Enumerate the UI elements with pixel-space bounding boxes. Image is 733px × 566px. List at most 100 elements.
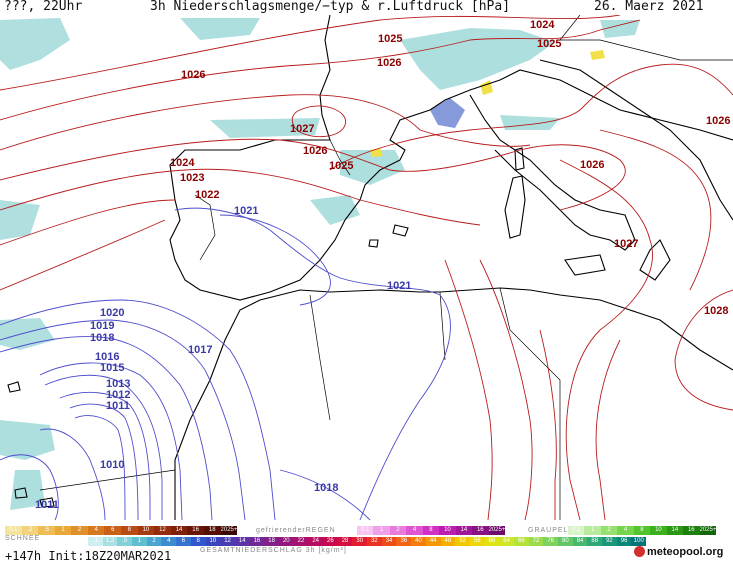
legend-swatch: 6 — [176, 537, 191, 546]
legend-swatch: 1 — [132, 537, 147, 546]
legend-swatch: 2 — [600, 526, 618, 535]
isobar-label: 1025 — [378, 33, 402, 45]
legend-swatch: 6 — [104, 526, 122, 535]
isobar-label: 1026 — [377, 57, 401, 69]
isobar-label: 1015 — [100, 362, 124, 374]
isobars-high — [0, 15, 733, 521]
legend-swatch: 14 — [234, 537, 250, 546]
legend-swatch: .5 — [38, 526, 55, 535]
legend-swatch: 26 — [323, 537, 338, 546]
legend-swatch: 18 — [264, 537, 279, 546]
legend-total-label: GESAMTNIEDERSCHLAG 3h [kg/m²] — [200, 547, 347, 554]
legend-swatch: 48 — [440, 537, 456, 546]
isobar-label: 1025 — [537, 38, 561, 50]
isobar-label: 1024 — [530, 19, 555, 31]
legend-swatch: 100 — [631, 537, 647, 546]
isobar-labels-low: 1021 1021 1020 1019 1018 1017 1016 1015 … — [35, 205, 411, 511]
logo-text: meteopool.org — [647, 546, 724, 558]
isobar-label: 1026 — [580, 159, 604, 171]
legend-swatch: 72 — [528, 537, 544, 546]
legend-swatch: .5 — [117, 537, 133, 546]
legend-swatch: 8 — [121, 526, 138, 535]
legend-swatch: 60 — [484, 537, 500, 546]
legend-swatch: 2 — [389, 526, 407, 535]
isobar-label: 1026 — [181, 69, 205, 81]
isobar-label: 1011 — [35, 499, 59, 511]
legend-swatch: 88 — [587, 537, 603, 546]
legend-swatch: 4 — [161, 537, 177, 546]
isobar-label: 1021 — [387, 280, 411, 292]
map-canvas: 1024 1025 1025 1026 1026 1027 1026 1025 … — [0, 15, 733, 523]
legend-swatch: 84 — [572, 537, 588, 546]
legend-swatch: 0.1 — [357, 526, 374, 535]
legend-swatch: 64 — [499, 537, 514, 546]
isobars-low — [0, 207, 451, 521]
isobar-label: 1026 — [706, 115, 730, 127]
legend-swatch: 2025+ — [699, 526, 716, 535]
legend-swatch: 22 — [293, 537, 309, 546]
legend-swatch: 8 — [633, 526, 651, 535]
legend-swatch: 2 — [146, 537, 162, 546]
run-info: +147h Init:18Z20MAR2021 — [5, 549, 172, 563]
legend-swatch: 34 — [381, 537, 397, 546]
legend-snow-label: SCHNEE — [5, 535, 41, 542]
header-title: 3h Niederschlagsmenge/−typ & r.Luftdruck… — [150, 0, 511, 14]
isobar-labels-high: 1024 1025 1025 1026 1026 1027 1026 1025 … — [170, 19, 730, 317]
legend-swatch: 10 — [439, 526, 456, 535]
legend-swatch: 16 — [683, 526, 700, 535]
legend-swatch: 36 — [396, 537, 412, 546]
legend-swatch: 12 — [220, 537, 235, 546]
legend-swatch: 16 — [187, 526, 204, 535]
isobar-label: 1027 — [290, 123, 314, 135]
isobar-label: 1016 — [95, 351, 119, 363]
legend-swatch: 8 — [422, 526, 440, 535]
legend-footer: SCHNEE 0.1.2.5 1 2 4 6 8 10 12 14 16 18 2025+ gefri… — [0, 523, 733, 566]
legend-swatch: 14 — [455, 526, 473, 535]
meteopool-logo[interactable]: meteopool.org — [634, 546, 723, 558]
isobar-label: 1022 — [195, 189, 219, 201]
legend-swatch: 92 — [602, 537, 617, 546]
legend-swatch: 14 — [666, 526, 684, 535]
legend-swatch: 4 — [87, 526, 105, 535]
isobar-label: 1018 — [314, 482, 338, 494]
legend-swatch: 0.1 — [568, 526, 585, 535]
legend-swatch: 68 — [513, 537, 529, 546]
legend-snow-bar: 0.1.2.5 1 2 4 6 8 10 12 14 16 18 2025+ — [5, 526, 238, 535]
legend-freezing-label: gefrierenderREGEN — [256, 527, 336, 534]
isobar-label: 1011 — [106, 400, 130, 412]
isobar-label: 1019 — [90, 320, 114, 332]
legend-swatch: 14 — [170, 526, 188, 535]
legend-swatch: 4 — [406, 526, 423, 535]
legend-swatch: 80 — [558, 537, 573, 546]
legend-swatch: 2025+ — [488, 526, 505, 535]
isobar-label: 1018 — [90, 332, 114, 344]
isobar-label: 1012 — [106, 389, 130, 401]
legend-swatch: 28 — [337, 537, 353, 546]
legend-graupel-bar: 0.1 1 2 4 8 10 14 16 2025+ — [568, 526, 716, 535]
logo-icon — [634, 546, 645, 557]
legend-swatch: 1.2 — [102, 537, 118, 546]
legend-swatch: 10 — [137, 526, 155, 535]
legend-swatch: .1 — [88, 537, 103, 546]
isobar-label: 1010 — [100, 459, 124, 471]
legend-swatch: 52 — [455, 537, 470, 546]
legend-graupel-label: GRAUPEL — [528, 527, 569, 534]
legend-total-bar: .1 1.2.5 1 2 4 6 8 10 12 14 16 18 20 22 24 26 28 30 32 34 36… — [88, 537, 647, 546]
legend-swatch: 20 — [278, 537, 294, 546]
legend-swatch: 2025+ — [220, 526, 238, 535]
legend-swatch: 30 — [352, 537, 368, 546]
legend-swatch: 1 — [584, 526, 601, 535]
legend-swatch: 16 — [472, 526, 489, 535]
legend-swatch: 32 — [367, 537, 382, 546]
legend-swatch: 56 — [469, 537, 485, 546]
isobar-label: 1017 — [188, 344, 212, 356]
header-time: ???, 22Uhr — [4, 0, 83, 14]
isobar-label: 1023 — [180, 172, 204, 184]
isobar-label: 1021 — [234, 205, 258, 217]
legend-swatch: 8 — [190, 537, 206, 546]
legend-swatch: 4 — [617, 526, 634, 535]
isobar-label: 1024 — [170, 157, 195, 169]
legend-swatch: 1 — [373, 526, 390, 535]
legend-swatch: 44 — [425, 537, 441, 546]
